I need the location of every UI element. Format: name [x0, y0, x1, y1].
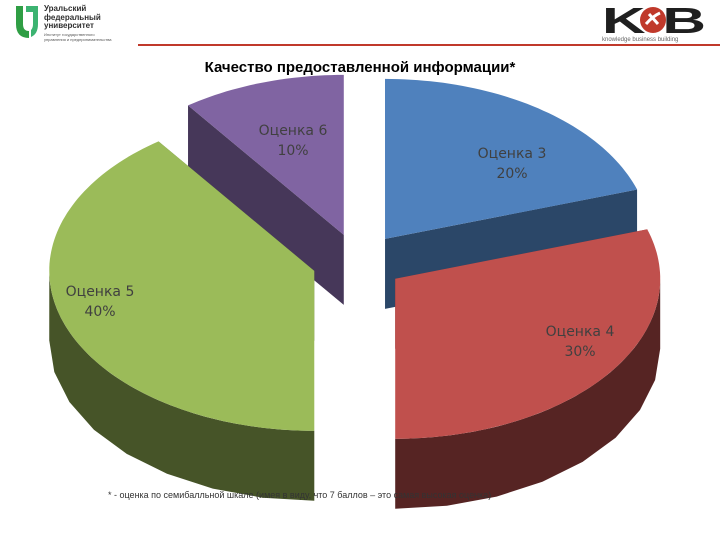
slice-outer-wall — [49, 270, 315, 501]
slice-side-wall-0 — [188, 105, 344, 305]
label-ocenka-5-name: Оценка 5 — [65, 284, 135, 300]
kb-logo: K B knowledge business building — [600, 2, 710, 46]
institute-name: Институт государственного управления и п… — [44, 32, 112, 42]
label-ocenka-3: Оценка 3 20% — [467, 144, 557, 184]
label-ocenka-4-name: Оценка 4 — [545, 324, 615, 340]
label-ocenka-6-value: 10% — [277, 143, 309, 159]
label-ocenka-5: Оценка 5 40% — [55, 282, 145, 322]
label-ocenka-3-name: Оценка 3 — [477, 146, 547, 162]
slice-top-face — [49, 141, 315, 431]
university-logo-mark — [16, 6, 38, 38]
header-divider — [138, 44, 720, 46]
label-ocenka-6-name: Оценка 6 — [258, 123, 328, 139]
label-ocenka-5-value: 40% — [84, 304, 116, 320]
label-ocenka-4-value: 30% — [564, 344, 596, 360]
university-name: Уральский федеральный университет — [44, 4, 101, 30]
slice-оценка-5 — [49, 141, 315, 501]
header: Уральский федеральный университет Инстит… — [0, 0, 720, 48]
label-ocenka-3-value: 20% — [496, 166, 528, 182]
slice-оценка-4 — [395, 229, 661, 509]
label-ocenka-6: Оценка 6 10% — [248, 121, 338, 161]
slice-top-face — [188, 74, 344, 235]
label-ocenka-4: Оценка 4 30% — [535, 322, 625, 362]
footnote: * - оценка по семибалльной шкале (имея в… — [108, 490, 492, 500]
slice-top-face — [385, 78, 638, 239]
slice-top-face — [395, 229, 661, 439]
kb-logo-mark: K B — [602, 2, 706, 36]
university-logo: Уральский федеральный университет Инстит… — [14, 4, 134, 44]
slice-outer-wall — [395, 278, 661, 509]
slice-оценка-6 — [188, 74, 344, 305]
chart-title: Качество предоставленной информации* — [204, 59, 516, 76]
kb-caption: knowledge business building — [602, 37, 679, 43]
